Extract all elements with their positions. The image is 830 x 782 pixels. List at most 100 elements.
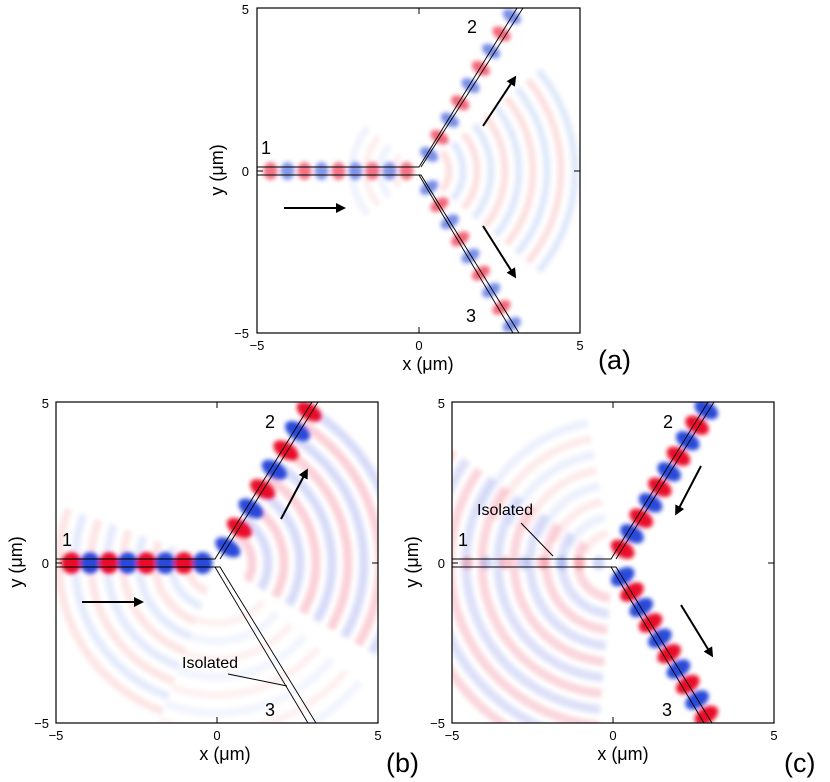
field-lobe bbox=[694, 705, 719, 723]
field-map-c bbox=[452, 402, 719, 723]
field-lobe bbox=[192, 552, 213, 574]
field-lobe bbox=[173, 552, 194, 574]
radiation-fringe bbox=[135, 534, 192, 641]
radiation-fringe bbox=[461, 476, 601, 714]
field-lobe bbox=[610, 567, 635, 587]
radiation-fringe bbox=[264, 473, 321, 615]
radiation-fringe bbox=[296, 417, 378, 647]
radiation-fringe bbox=[164, 657, 335, 717]
y-axis-label-a: y (μm) bbox=[207, 144, 227, 195]
isolated-label-c: Isolated bbox=[477, 502, 533, 519]
radiation-fringe bbox=[541, 521, 608, 635]
x-tick-max-b: 5 bbox=[374, 728, 381, 743]
port-3-label-b: 3 bbox=[265, 700, 275, 720]
radiation-fringe bbox=[525, 77, 565, 265]
output-arrow-port2-c bbox=[675, 465, 702, 516]
field-lobe bbox=[480, 556, 493, 570]
y-tick-max-a: 5 bbox=[242, 2, 249, 17]
x-tick-zero-b: 0 bbox=[213, 728, 220, 743]
isolated-leader-b bbox=[227, 673, 288, 687]
radiation-fringe bbox=[550, 498, 604, 544]
x-axis-label-a: x (μm) bbox=[402, 354, 453, 374]
radiation-fringe bbox=[557, 531, 610, 619]
field-lobe bbox=[648, 477, 672, 497]
field-map-a bbox=[263, 9, 579, 332]
ticks-b bbox=[56, 402, 378, 723]
output-arrow-port3-a bbox=[482, 225, 517, 279]
x-tick-min-b: −5 bbox=[49, 728, 64, 743]
y-tick-zero-a: 0 bbox=[242, 164, 249, 179]
radiation-fringe bbox=[505, 450, 595, 527]
y-tick-min-a: −5 bbox=[234, 326, 249, 341]
panel-b: −5 0 5 5 0 −5 x (μm) y (μm) 1 2 3 Isolat… bbox=[6, 396, 419, 778]
radiation-fringe bbox=[449, 140, 467, 202]
isolated-label-b: Isolated bbox=[182, 655, 238, 672]
port-2-label-a: 2 bbox=[467, 17, 477, 37]
port-1-label-c: 1 bbox=[458, 530, 468, 550]
radiation-fringe bbox=[452, 466, 600, 723]
field-lobe bbox=[461, 556, 474, 570]
radiation-fringe bbox=[256, 487, 305, 607]
radiation-fringe bbox=[158, 668, 349, 723]
panel-tag-c: (c) bbox=[784, 748, 815, 778]
x-axis-label-c: x (μm) bbox=[597, 744, 648, 764]
y-tick-min-b: −5 bbox=[34, 716, 49, 731]
field-lobe bbox=[348, 162, 363, 180]
radiation-fringe bbox=[288, 431, 369, 639]
ticks-c bbox=[452, 402, 774, 723]
radiation-fringe bbox=[477, 485, 602, 698]
field-lobe bbox=[117, 552, 138, 574]
x-axis-label-b: x (μm) bbox=[199, 744, 250, 764]
field-lobe bbox=[297, 162, 312, 180]
field-lobe bbox=[492, 299, 511, 315]
radiation-fringe bbox=[87, 518, 176, 686]
field-lobe bbox=[365, 162, 380, 180]
radiation-fringe bbox=[492, 104, 523, 238]
radiation-fringe bbox=[189, 610, 280, 645]
radiation-fringe bbox=[514, 86, 551, 256]
radiation-fringe bbox=[272, 459, 337, 623]
y-tick-min-c: −5 bbox=[430, 716, 445, 731]
field-lobe bbox=[80, 552, 101, 574]
y-tick-zero-c: 0 bbox=[438, 556, 445, 571]
x-tick-zero-c: 0 bbox=[609, 728, 616, 743]
field-lobe bbox=[638, 493, 663, 513]
field-lobe bbox=[657, 462, 681, 482]
field-lobe bbox=[666, 446, 691, 466]
x-tick-max-a: 5 bbox=[576, 338, 583, 353]
field-lobe bbox=[610, 539, 635, 559]
radiation-fringe bbox=[151, 540, 198, 626]
panel-tag-b: (b) bbox=[386, 748, 419, 778]
field-lobe bbox=[536, 556, 549, 570]
port-1-label-a: 1 bbox=[261, 138, 271, 158]
x-tick-min-a: −5 bbox=[250, 338, 265, 353]
y-tick-max-b: 5 bbox=[42, 396, 49, 411]
field-lobe bbox=[573, 556, 586, 570]
radiation-fringe bbox=[535, 482, 601, 538]
radiation-fringe bbox=[182, 622, 294, 663]
x-tick-min-c: −5 bbox=[445, 728, 460, 743]
field-lobe bbox=[155, 552, 176, 574]
field-lobe bbox=[430, 129, 449, 145]
waveguide-junction-a bbox=[257, 7, 524, 334]
x-tick-max-c: 5 bbox=[770, 728, 777, 743]
field-lobe bbox=[498, 556, 511, 570]
field-lobe bbox=[482, 282, 501, 298]
radiation-fringe bbox=[56, 507, 165, 716]
field-lobe bbox=[399, 162, 414, 180]
field-lobe bbox=[261, 459, 287, 480]
field-lobe bbox=[98, 552, 119, 574]
port-3-label-c: 3 bbox=[662, 700, 672, 720]
radiation-fringe bbox=[581, 529, 609, 555]
radiation-fringe bbox=[170, 645, 321, 699]
ticks-a bbox=[257, 8, 580, 333]
panel-a: −5 0 5 5 0 −5 x (μm) y (μm) 1 2 3 (a) bbox=[207, 2, 631, 375]
field-lobe bbox=[61, 552, 82, 574]
field-lobe bbox=[280, 162, 295, 180]
output-arrow-port2-a bbox=[482, 75, 517, 127]
radiation-fringe bbox=[304, 680, 363, 723]
field-lobe bbox=[250, 479, 276, 500]
field-lobe bbox=[263, 162, 278, 180]
field-map-b bbox=[56, 402, 378, 723]
radiation-fringe bbox=[103, 524, 181, 671]
